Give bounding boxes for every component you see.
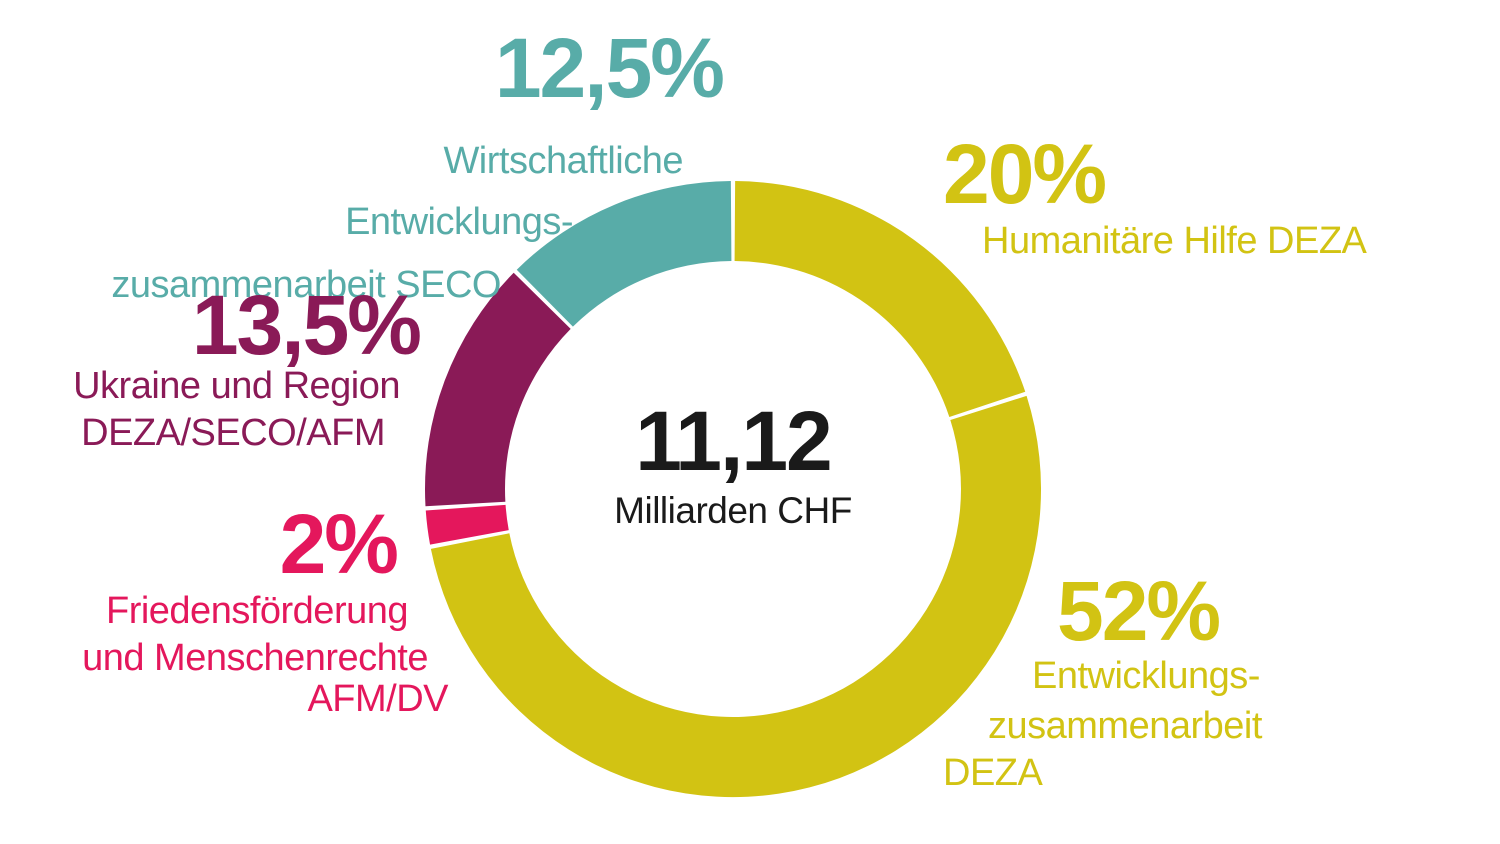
center-total-unit: Milliarden CHF [614,490,852,531]
label-seco-percent: 12,5% [494,21,725,115]
label-frieden-line-1: Friedensförderung [105,590,409,632]
donut-segment-1 [734,181,1026,418]
label-ukraine-line-2: DEZA/SECO/AFM [81,412,385,454]
label-entwicklung-line-2: zusammenarbeit [988,705,1262,747]
donut-segment-2 [430,395,1042,798]
label-frieden-line-3: AFM/DV [307,678,448,720]
label-frieden-line-2: und Menschenrechte [82,637,428,679]
label-humanitaere-percent: 20% [943,127,1107,221]
label-frieden-percent: 2% [279,497,399,591]
label-entwicklung-percent: 52% [1057,564,1221,658]
label-seco-line-3: zusammenarbeit SECO [111,264,501,306]
donut-segment-4 [425,272,571,507]
label-seco-line-1: Wirtschaftliche [443,140,683,182]
donut-segment-3 [425,504,509,545]
label-ukraine-line-1: Ukraine und Region [73,365,400,407]
label-seco-line-2: Entwicklungs- [345,201,573,243]
label-entwicklung-line-1: Entwicklungs- [1032,655,1260,697]
label-ukraine-percent: 13,5% [191,278,422,372]
label-humanitaere-line-1: Humanitäre Hilfe DEZA [982,220,1367,262]
donut-segment-5 [516,181,732,327]
center-total-value: 11,12 [635,394,833,488]
label-entwicklung-line-3: DEZA [943,752,1043,794]
